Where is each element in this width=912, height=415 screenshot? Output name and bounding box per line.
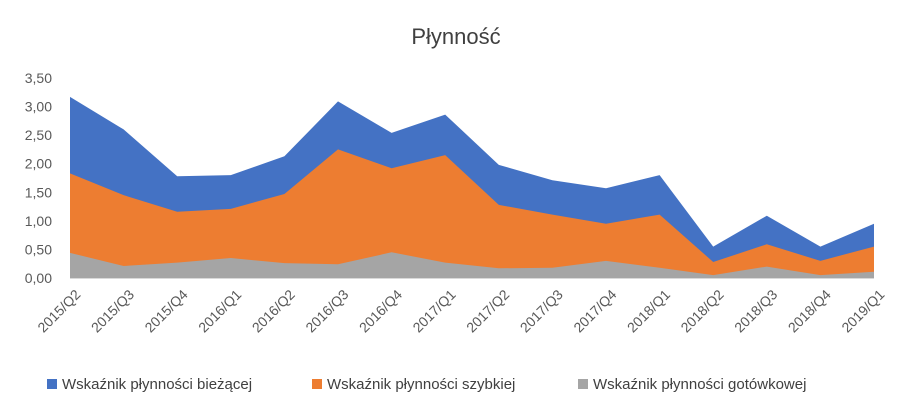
y-axis: 0,00 0,50 1,00 1,50 2,00 2,50 3,00 3,50 (25, 70, 52, 286)
x-tick-label: 2017/Q4 (570, 286, 619, 335)
y-tick-label: 0,00 (25, 270, 52, 286)
y-tick-label: 2,50 (25, 127, 52, 143)
legend: Wskaźnik płynności bieżącej Wskaźnik płyn… (47, 376, 806, 393)
y-tick-label: 1,00 (25, 213, 52, 229)
x-axis: 2015/Q2 2015/Q3 2015/Q4 2016/Q1 2016/Q2 2016/… (34, 286, 887, 335)
y-tick-label: 2,00 (25, 156, 52, 172)
x-tick-label: 2015/Q4 (141, 286, 190, 335)
y-tick-label: 0,50 (25, 241, 52, 257)
x-tick-label: 2018/Q2 (677, 286, 726, 335)
chart-title: Płynność (411, 24, 500, 49)
x-tick-label: 2015/Q2 (34, 286, 83, 335)
x-tick-label: 2018/Q1 (624, 286, 673, 335)
x-tick-label: 2017/Q3 (517, 286, 566, 335)
x-tick-label: 2018/Q3 (731, 286, 780, 335)
x-tick-label: 2015/Q3 (88, 286, 137, 335)
x-tick-label: 2018/Q4 (785, 286, 834, 335)
legend-swatch-1 (312, 379, 322, 389)
legend-swatch-0 (47, 379, 57, 389)
y-tick-label: 1,50 (25, 184, 52, 200)
legend-label-2: Wskaźnik płynności gotówkowej (593, 376, 806, 393)
x-tick-label: 2016/Q3 (302, 286, 351, 335)
legend-label-1: Wskaźnik płynności szybkiej (327, 376, 515, 393)
x-tick-label: 2016/Q2 (249, 286, 298, 335)
x-tick-label: 2016/Q1 (195, 286, 244, 335)
area-series-group (70, 96, 874, 278)
area-series-2 (70, 252, 874, 278)
x-tick-label: 2019/Q1 (838, 286, 887, 335)
x-tick-label: 2017/Q1 (409, 286, 458, 335)
x-tick-label: 2017/Q2 (463, 286, 512, 335)
legend-swatch-2 (578, 379, 588, 389)
legend-label-0: Wskaźnik płynności bieżącej (62, 376, 252, 393)
x-tick-label: 2016/Q4 (356, 286, 405, 335)
area-series-1 (70, 149, 874, 278)
y-tick-label: 3,50 (25, 70, 52, 86)
y-tick-label: 3,00 (25, 99, 52, 115)
